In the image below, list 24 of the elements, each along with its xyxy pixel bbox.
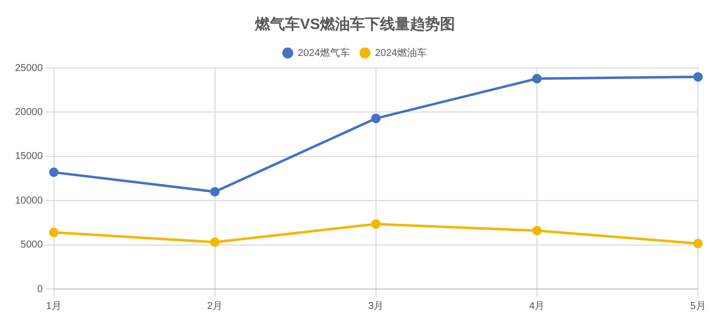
y-tick-label: 10000 (14, 195, 44, 206)
x-tick-label: 5月 (690, 300, 706, 312)
point (49, 228, 59, 238)
y-tick-label: 0 (37, 284, 44, 295)
y-tick-label: 25000 (14, 62, 44, 74)
point (210, 187, 220, 197)
point (371, 219, 381, 229)
x-tick-label: 4月 (529, 300, 545, 312)
x-tick-label: 3月 (368, 300, 384, 312)
y-tick-label: 5000 (20, 240, 44, 251)
legend-label: 2024燃油车 (375, 46, 428, 59)
chart-title: 燃气车VS燃油车下线量趋势图 (254, 15, 456, 34)
legend-label: 2024燃气车 (298, 46, 350, 59)
point (532, 74, 542, 84)
point (693, 238, 703, 248)
point (693, 72, 703, 82)
x-tick-label: 2月 (207, 300, 223, 312)
point (49, 168, 59, 178)
y-tick-label: 20000 (14, 106, 44, 118)
point (210, 237, 220, 247)
x-tick-label: 1月 (46, 300, 62, 312)
point (371, 114, 381, 124)
point (532, 226, 542, 236)
y-tick-label: 15000 (14, 151, 44, 162)
